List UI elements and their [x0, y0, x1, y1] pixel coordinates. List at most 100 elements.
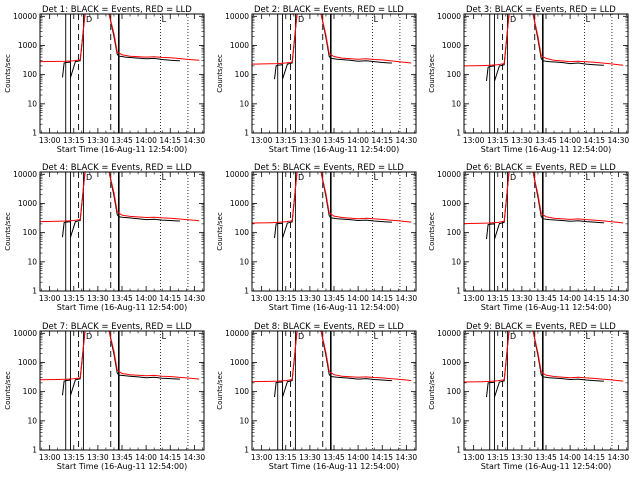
x-tick-label: 14:00 — [347, 453, 369, 462]
y-tick-label: 1 — [244, 287, 249, 296]
panel-title: Det 5: BLACK = Events, RED = LLD — [254, 163, 404, 173]
panel-title: Det 3: BLACK = Events, RED = LLD — [466, 5, 616, 15]
lld-series-line — [464, 172, 624, 225]
x-tick-label: 14:15 — [159, 294, 181, 303]
x-tick-label: 14:30 — [608, 453, 630, 462]
x-axis-label: Start Time (16-Aug-11 12:54:00) — [57, 303, 188, 312]
flag-letter: D — [298, 15, 304, 24]
x-tick-label: 13:00 — [39, 136, 61, 145]
x-tick-label: 14:30 — [184, 136, 206, 145]
y-tick-label: 10 — [27, 257, 37, 266]
detector-panel-3: Det 3: BLACK = Events, RED = LLD 1 10 100 10… — [428, 5, 629, 154]
panel-frame — [463, 330, 629, 451]
flag-letter: L — [374, 173, 379, 182]
flag-letter: L — [162, 173, 167, 182]
x-tick-label: 14:15 — [583, 294, 605, 303]
y-tick-label: 1000 — [442, 41, 461, 50]
lld-series-line — [40, 14, 200, 63]
flag-letter: D — [510, 15, 516, 24]
x-axis-label: Start Time (16-Aug-11 12:54:00) — [269, 303, 400, 312]
x-tick-label: 14:15 — [583, 453, 605, 462]
detector-panel-7: Det 7: BLACK = Events, RED = LLD 1 10 100 10… — [4, 322, 205, 471]
y-tick-label: 100 — [447, 228, 462, 237]
x-tick-label: 13:00 — [251, 453, 273, 462]
x-tick-label: 13:15 — [63, 294, 85, 303]
x-tick-label: 13:45 — [535, 136, 557, 145]
x-tick-label: 14:15 — [371, 136, 393, 145]
x-tick-label: 13:00 — [463, 453, 485, 462]
x-tick-label: 14:15 — [371, 294, 393, 303]
y-axis-label: Counts/sec — [4, 212, 12, 251]
panel-title: Det 8: BLACK = Events, RED = LLD — [254, 322, 404, 332]
panel-title: Det 6: BLACK = Events, RED = LLD — [466, 163, 616, 173]
y-tick-label: 10 — [451, 257, 461, 266]
flag-letter: D — [298, 173, 304, 182]
x-axis-label: Start Time (16-Aug-11 12:54:00) — [481, 145, 612, 154]
x-tick-label: 13:15 — [487, 136, 509, 145]
x-tick-label: 13:15 — [275, 294, 297, 303]
y-axis-label: Counts/sec — [216, 212, 224, 251]
y-axis-label: Counts/sec — [216, 371, 224, 410]
lld-series-line — [40, 331, 200, 381]
y-tick-label: 1 — [456, 129, 461, 138]
y-axis-label: Counts/sec — [216, 54, 224, 93]
x-tick-label: 13:45 — [323, 453, 345, 462]
x-tick-label: 13:15 — [487, 453, 509, 462]
x-tick-label: 14:00 — [559, 453, 581, 462]
flag-letter: L — [374, 15, 379, 24]
x-axis-label: Start Time (16-Aug-11 12:54:00) — [269, 145, 400, 154]
x-tick-label: 13:15 — [275, 136, 297, 145]
y-tick-label: 1 — [456, 287, 461, 296]
y-axis-label: Counts/sec — [4, 54, 12, 93]
x-tick-label: 14:30 — [608, 136, 630, 145]
y-axis-label: Counts/sec — [428, 54, 436, 93]
y-tick-label: 1 — [32, 129, 37, 138]
x-tick-label: 13:30 — [87, 294, 109, 303]
x-tick-label: 14:00 — [135, 136, 157, 145]
y-axis-label: Counts/sec — [428, 371, 436, 410]
x-tick-label: 13:45 — [535, 453, 557, 462]
x-tick-label: 13:00 — [251, 136, 273, 145]
x-tick-label: 13:00 — [39, 294, 61, 303]
x-axis-label: Start Time (16-Aug-11 12:54:00) — [57, 145, 188, 154]
x-tick-label: 14:15 — [583, 136, 605, 145]
panel-title: Det 7: BLACK = Events, RED = LLD — [42, 322, 192, 332]
x-tick-label: 14:30 — [396, 294, 418, 303]
y-tick-label: 10 — [239, 257, 249, 266]
x-tick-label: 13:45 — [535, 294, 557, 303]
y-tick-label: 100 — [23, 70, 38, 79]
flag-letter: D — [298, 332, 304, 341]
y-tick-label: 1000 — [18, 358, 37, 367]
x-tick-label: 13:30 — [299, 453, 321, 462]
x-tick-label: 14:15 — [159, 453, 181, 462]
flag-letter: L — [586, 15, 591, 24]
x-axis-label: Start Time (16-Aug-11 12:54:00) — [481, 462, 612, 471]
y-tick-label: 10000 — [13, 329, 37, 338]
panel-frame — [463, 13, 629, 134]
x-tick-label: 14:00 — [135, 294, 157, 303]
x-axis-label: Start Time (16-Aug-11 12:54:00) — [481, 303, 612, 312]
x-tick-label: 13:15 — [275, 453, 297, 462]
y-tick-label: 1000 — [442, 199, 461, 208]
panel-frame — [39, 13, 205, 134]
x-tick-label: 13:30 — [511, 453, 533, 462]
y-tick-label: 1000 — [230, 41, 249, 50]
y-tick-label: 100 — [235, 70, 250, 79]
y-tick-label: 10 — [27, 416, 37, 425]
y-tick-label: 1 — [244, 446, 249, 455]
x-tick-label: 13:15 — [487, 294, 509, 303]
y-tick-label: 10000 — [225, 170, 249, 179]
lld-series-line — [252, 331, 412, 383]
x-axis-label: Start Time (16-Aug-11 12:54:00) — [269, 462, 400, 471]
x-tick-label: 13:30 — [87, 136, 109, 145]
panel-frame — [39, 171, 205, 292]
flag-letter: D — [86, 332, 92, 341]
lld-series-line — [40, 172, 200, 223]
lld-series-line — [464, 14, 624, 67]
detector-panel-1: Det 1: BLACK = Events, RED = LLD 1 10 100 10… — [4, 5, 205, 154]
y-tick-label: 100 — [235, 387, 250, 396]
panel-data — [252, 172, 412, 291]
flag-letter: L — [586, 173, 591, 182]
y-tick-label: 100 — [23, 387, 38, 396]
